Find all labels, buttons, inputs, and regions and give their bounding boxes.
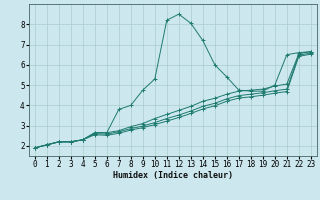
X-axis label: Humidex (Indice chaleur): Humidex (Indice chaleur) bbox=[113, 171, 233, 180]
